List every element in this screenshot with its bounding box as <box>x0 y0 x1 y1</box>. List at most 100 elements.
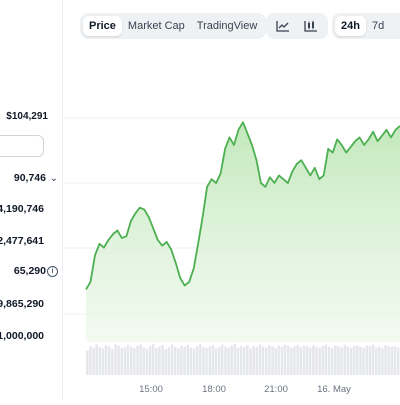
volume-bar <box>293 346 296 375</box>
volume-bar <box>352 345 356 375</box>
volume-bar <box>214 348 218 375</box>
volume-bar <box>108 346 111 375</box>
price-chart-svg[interactable]: 15:00 18:00 21:00 16. May <box>64 52 400 400</box>
volume-bar <box>296 344 299 375</box>
volume-bar <box>305 346 309 376</box>
volume-bar <box>337 346 340 376</box>
stat-value: 90,746 <box>13 172 46 184</box>
chart-type-toggle <box>266 13 328 39</box>
x-tick-label: 16. May <box>317 384 351 395</box>
price-value: $104,291 <box>6 111 48 122</box>
volume-bar <box>299 347 302 375</box>
volume-bar <box>192 348 196 375</box>
panel-divider <box>62 0 63 400</box>
volume-bar <box>362 347 365 375</box>
volume-bar <box>161 345 164 375</box>
volume-bar <box>170 344 174 375</box>
volume-bar <box>230 345 233 375</box>
volume-bar <box>274 348 277 375</box>
volume-bar <box>327 346 331 375</box>
volume-bar <box>280 346 284 375</box>
volume-bar <box>155 347 158 375</box>
volume-bar <box>277 345 280 375</box>
volume-bar <box>139 344 142 375</box>
tab-tradingview[interactable]: TradingView <box>196 20 258 32</box>
chevron-down-icon[interactable]: ⌄ <box>49 173 58 184</box>
chart-view-tabs: Price Market Cap TradingView <box>80 13 267 39</box>
tab-price[interactable]: Price <box>83 16 122 36</box>
volume-bar <box>371 344 375 375</box>
volume-bar <box>173 346 177 375</box>
volume-bar <box>142 347 145 375</box>
price-chart[interactable]: 15:00 18:00 21:00 16. May <box>64 52 400 400</box>
tab-range-24h[interactable]: 24h <box>335 16 366 36</box>
stat-value: 24,190,746 <box>0 203 44 215</box>
volume-bar <box>387 345 390 375</box>
volume-bar <box>205 347 208 375</box>
volume-bar <box>101 348 105 375</box>
volume-bar <box>324 344 328 375</box>
volume-bar <box>374 347 378 375</box>
tab-range-7d[interactable]: 7d <box>371 20 385 32</box>
volume-bar <box>356 345 359 375</box>
volume-bar <box>330 348 334 375</box>
line-chart-icon[interactable] <box>272 16 294 36</box>
tab-market-cap[interactable]: Market Cap <box>127 20 185 32</box>
volume-bar <box>249 348 252 375</box>
stat-row: 24,190,746 <box>0 203 60 219</box>
volume-bar <box>258 344 262 375</box>
volume-bar <box>393 346 397 376</box>
x-tick-label: 15:00 <box>139 384 163 395</box>
volume-bar <box>199 344 202 375</box>
volume-bar <box>180 345 183 375</box>
volume-bar <box>195 345 199 375</box>
volume-bar <box>221 344 224 375</box>
time-range-tabs: 24h 7d <box>332 13 400 39</box>
volume-bar <box>261 346 265 375</box>
stat-value: 65,290 <box>13 265 46 277</box>
volume-bar <box>95 344 98 375</box>
volume-bar <box>224 346 227 375</box>
price-range-field[interactable] <box>0 135 44 157</box>
volume-bar <box>92 347 95 375</box>
volume-bar <box>252 345 255 375</box>
info-icon[interactable]: i <box>47 266 58 277</box>
volume-bar <box>321 345 324 375</box>
volume-bar <box>308 347 312 375</box>
volume-bar <box>130 346 133 375</box>
volume-bar <box>265 347 268 375</box>
stat-value: 9,865,290 <box>0 298 44 310</box>
volume-bar <box>283 344 287 375</box>
x-tick-label: 21:00 <box>264 384 288 395</box>
volume-bar <box>233 343 237 375</box>
volume-bar <box>202 347 205 375</box>
candlestick-chart-icon[interactable] <box>300 16 322 36</box>
x-tick-label: 18:00 <box>202 384 226 395</box>
volume-bar <box>123 347 127 375</box>
volume-bar <box>384 345 387 375</box>
stat-row: 72,477,641 <box>0 235 60 251</box>
volume-bar <box>239 346 243 376</box>
volume-bar <box>346 346 350 375</box>
stat-row: 65,290 i <box>0 265 60 281</box>
volume-bar <box>186 344 189 375</box>
volume-bar <box>340 347 343 375</box>
volume-bar <box>227 347 230 375</box>
volume-bar <box>368 346 372 376</box>
coin-stats-panel: $104,291 90,746 ⌄ 24,190,746 72,477,641 … <box>0 0 64 400</box>
volume-bar <box>189 347 193 375</box>
volume-bar <box>98 347 102 375</box>
price-area-fill <box>86 122 400 342</box>
volume-bar <box>312 345 315 375</box>
volume-bar <box>133 348 136 375</box>
stat-row[interactable]: 90,746 ⌄ <box>0 172 60 188</box>
volume-bar <box>255 347 259 375</box>
volume-bar <box>381 348 384 375</box>
volume-bar <box>315 346 318 375</box>
volume-bar <box>145 348 149 375</box>
volume-bar <box>359 346 362 375</box>
volume-bar <box>287 345 290 375</box>
stat-value: 72,477,641 <box>0 235 44 247</box>
volume-bar <box>243 346 246 375</box>
stat-value: 1,000,000 <box>0 330 44 342</box>
